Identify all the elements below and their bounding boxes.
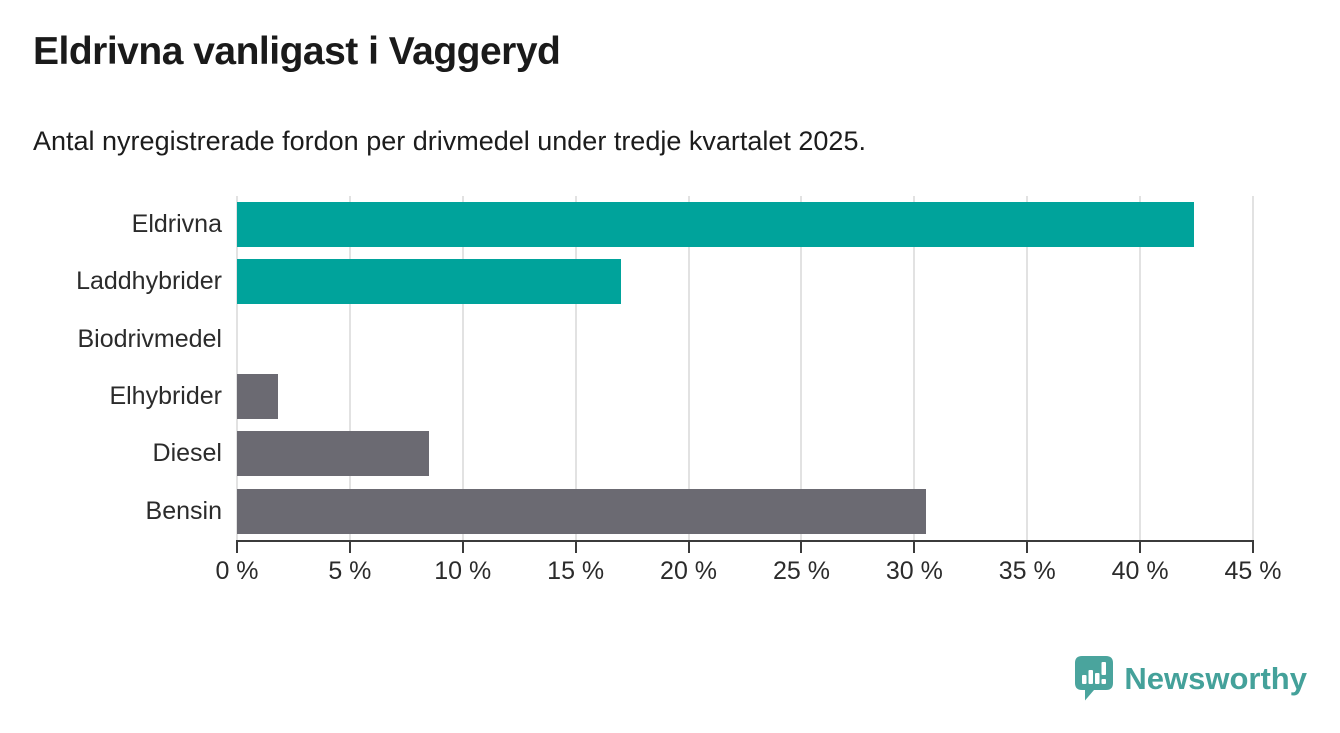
bar-row: [237, 368, 1253, 425]
gridline: [348, 196, 351, 540]
bar-laddhybrider: [237, 259, 621, 305]
x-tick-label: 15 %: [547, 557, 605, 585]
bar-elhybrider: [237, 374, 278, 420]
category-label: Eldrivna: [131, 210, 222, 239]
page-title: Eldrivna vanligast i Vaggeryd: [33, 30, 561, 73]
x-tick-label: 20 %: [660, 557, 718, 585]
x-tick-label: 10 %: [434, 557, 492, 585]
newsworthy-logo-text: Newsworthy: [1124, 660, 1307, 696]
x-tick-mark: [913, 542, 916, 553]
bar-row: [237, 311, 1253, 368]
category-label: Bensin: [145, 496, 222, 525]
bar-row: [237, 253, 1253, 310]
x-tick-label: 25 %: [772, 557, 830, 585]
x-tick-mark: [687, 542, 690, 553]
x-tick-label: 35 %: [998, 557, 1056, 585]
plot-area: [236, 196, 1254, 540]
x-tick-mark: [348, 542, 351, 553]
gridline: [574, 196, 577, 540]
newsworthy-logo-icon: [1075, 656, 1114, 701]
x-axis-ticks: 0 % 5 % 10 % 15 % 20 % 25 % 30 % 35 % 40 % 45 %: [215, 542, 1281, 592]
gridline: [1252, 196, 1254, 540]
bar-eldrivna: [237, 202, 1195, 248]
x-tick-mark: [461, 542, 464, 553]
bar-diesel: [237, 431, 429, 477]
gridline: [687, 196, 690, 540]
x-tick-label: 45 %: [1224, 557, 1282, 585]
page-subtitle: Antal nyregistrerade fordon per drivmede…: [33, 126, 866, 156]
gridline: [236, 196, 238, 540]
x-tick-mark: [1026, 542, 1029, 553]
x-tick-label: 0 %: [215, 557, 259, 585]
category-label: Biodrivmedel: [77, 324, 222, 353]
gridline: [913, 196, 916, 540]
newsworthy-logo: Newsworthy: [1074, 655, 1307, 702]
category-label: Laddhybrider: [76, 267, 222, 296]
x-tick-mark: [574, 542, 577, 553]
x-tick-mark: [800, 542, 803, 553]
bar-row: [237, 425, 1253, 482]
gridline: [461, 196, 464, 540]
bar-row: [237, 483, 1253, 540]
bar-rows: [237, 196, 1253, 540]
category-label: Elhybrider: [109, 382, 222, 411]
x-tick-label: 40 %: [1111, 557, 1169, 585]
gridline: [800, 196, 803, 540]
bar-bensin: [237, 488, 926, 534]
gridline: [1026, 196, 1029, 540]
x-tick-mark: [236, 542, 238, 553]
category-label: Diesel: [152, 439, 222, 468]
bar-row: [237, 196, 1253, 253]
x-tick-mark: [1252, 542, 1254, 553]
y-axis-labels: Eldrivna Laddhybrider Biodrivmedel Elhybrid…: [0, 196, 222, 540]
x-tick-label: 30 %: [885, 557, 943, 585]
x-tick-mark: [1139, 542, 1142, 553]
x-axis-line: [236, 540, 1254, 542]
gridline: [1139, 196, 1142, 540]
x-tick-label: 5 %: [328, 557, 372, 585]
